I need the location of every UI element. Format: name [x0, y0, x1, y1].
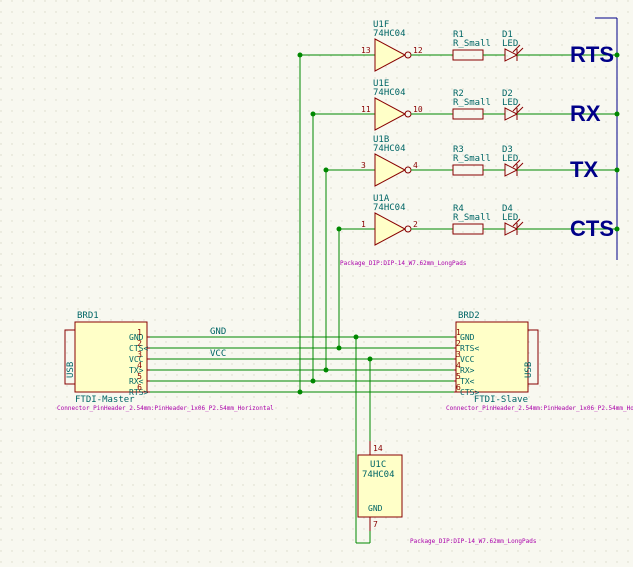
svg-text:GND: GND [210, 327, 226, 337]
svg-text:74HC04: 74HC04 [373, 144, 406, 154]
svg-text:3: 3 [456, 350, 461, 359]
svg-text:Package_DIP:DIP-14_W7.62mm_Lon: Package_DIP:DIP-14_W7.62mm_LongPads [340, 260, 467, 267]
signal-label: TX [570, 157, 598, 182]
svg-text:Connector_PinHeader_2.54mm:Pin: Connector_PinHeader_2.54mm:PinHeader_1x0… [57, 405, 274, 412]
svg-text:2: 2 [413, 220, 418, 229]
svg-text:11: 11 [361, 105, 371, 114]
svg-text:4: 4 [413, 161, 418, 170]
svg-text:13: 13 [361, 46, 371, 55]
svg-text:RX>: RX> [460, 366, 475, 375]
svg-text:R_Small: R_Small [453, 154, 491, 164]
signal-label: RTS [570, 42, 614, 67]
signal-label: CTS [570, 216, 614, 241]
svg-text:Package_DIP:DIP-14_W7.62mm_Lon: Package_DIP:DIP-14_W7.62mm_LongPads [410, 538, 537, 545]
svg-text:VCC: VCC [460, 355, 475, 364]
svg-text:12: 12 [413, 46, 423, 55]
svg-text:R_Small: R_Small [453, 213, 491, 223]
svg-text:5: 5 [456, 372, 461, 381]
svg-text:3: 3 [137, 350, 142, 359]
svg-text:TX<: TX< [460, 377, 475, 386]
svg-text:6: 6 [456, 383, 461, 392]
svg-text:5: 5 [137, 372, 142, 381]
svg-text:4: 4 [456, 361, 461, 370]
svg-text:3: 3 [361, 161, 366, 170]
svg-text:74HC04: 74HC04 [373, 88, 406, 98]
svg-text:74HC04: 74HC04 [362, 470, 395, 480]
svg-text:FTDI-Master: FTDI-Master [75, 395, 135, 405]
svg-text:6: 6 [137, 383, 142, 392]
svg-text:GND: GND [460, 333, 475, 342]
svg-text:14: 14 [373, 444, 383, 453]
svg-text:USB: USB [66, 362, 76, 378]
svg-text:74HC04: 74HC04 [373, 203, 406, 213]
svg-text:1: 1 [456, 328, 461, 337]
svg-text:CTS>: CTS> [460, 388, 479, 397]
svg-text:LED: LED [502, 213, 518, 223]
svg-text:LED: LED [502, 98, 518, 108]
svg-text:R_Small: R_Small [453, 39, 491, 49]
svg-text:1: 1 [361, 220, 366, 229]
svg-text:USB: USB [524, 362, 534, 378]
svg-text:10: 10 [413, 105, 423, 114]
svg-text:Connector_PinHeader_2.54mm:Pin: Connector_PinHeader_2.54mm:PinHeader_1x0… [446, 405, 633, 412]
svg-text:7: 7 [373, 520, 378, 529]
signal-label: RX [570, 101, 601, 126]
svg-text:4: 4 [137, 361, 142, 370]
svg-text:2: 2 [137, 339, 142, 348]
svg-text:BRD2: BRD2 [458, 311, 480, 321]
svg-text:U1C: U1C [370, 460, 386, 470]
svg-text:2: 2 [456, 339, 461, 348]
svg-text:LED: LED [502, 154, 518, 164]
svg-text:BRD1: BRD1 [77, 311, 99, 321]
svg-text:VCC: VCC [210, 349, 226, 359]
svg-text:RTS<: RTS< [460, 344, 479, 353]
svg-text:74HC04: 74HC04 [373, 29, 406, 39]
svg-text:LED: LED [502, 39, 518, 49]
svg-text:GND: GND [368, 504, 383, 513]
svg-text:1: 1 [137, 328, 142, 337]
svg-text:R_Small: R_Small [453, 98, 491, 108]
svg-text:FTDI-Slave: FTDI-Slave [474, 395, 528, 405]
